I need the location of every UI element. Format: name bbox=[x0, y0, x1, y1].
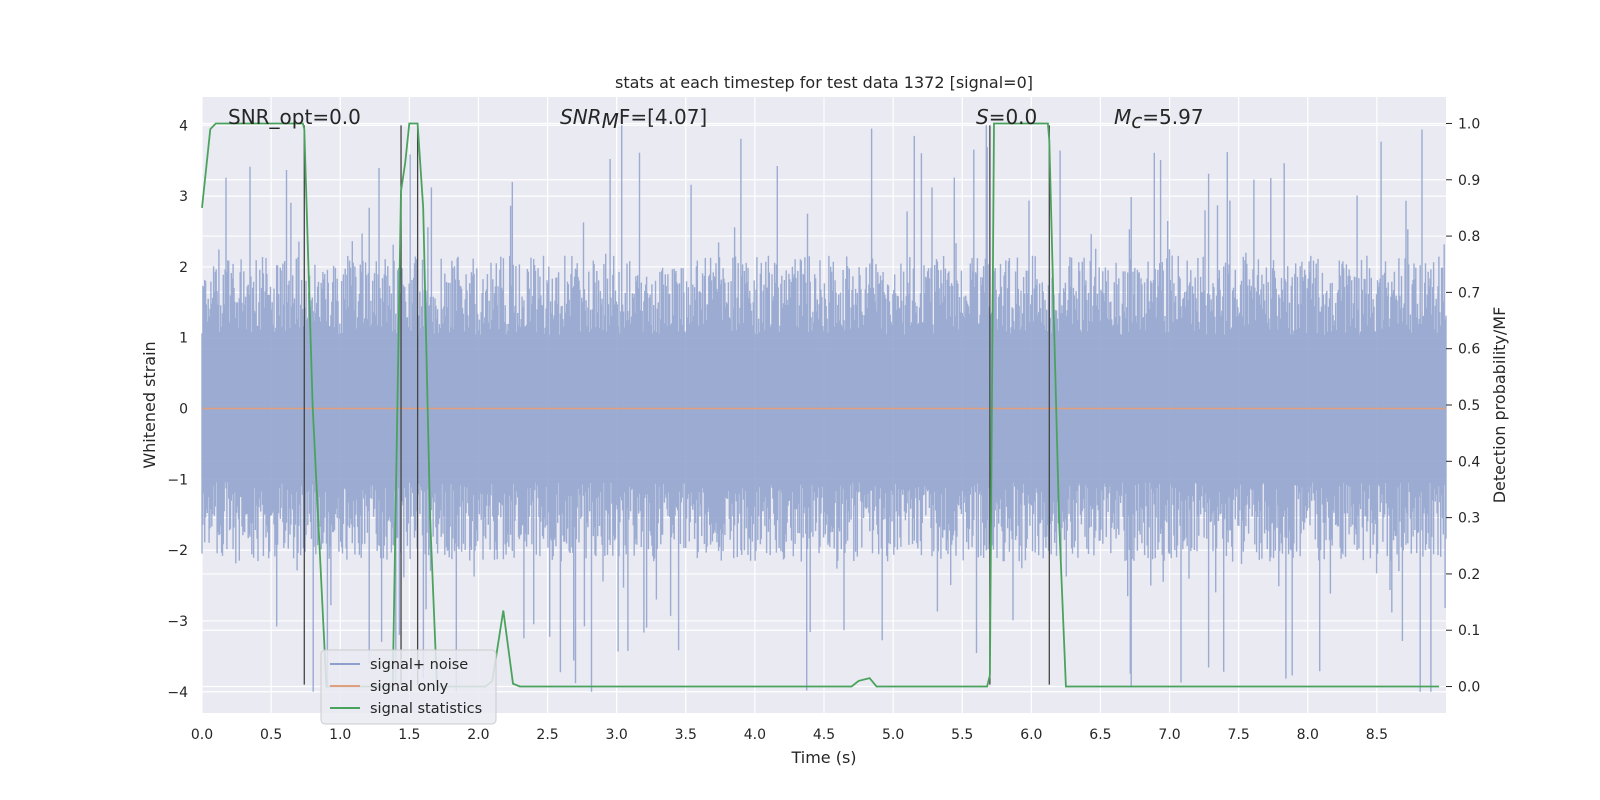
legend: signal+ noise signal only signal statist… bbox=[320, 649, 497, 725]
y-tick-label-right: 0.0 bbox=[1458, 680, 1480, 696]
y-tick-label-right: 0.2 bbox=[1458, 567, 1480, 583]
chart-title: stats at each timestep for test data 137… bbox=[615, 73, 1033, 92]
x-tick-label: 4.5 bbox=[813, 727, 835, 743]
x-tick-label: 4.0 bbox=[744, 727, 766, 743]
x-tick-label: 8.5 bbox=[1366, 727, 1388, 743]
signal-noise-trace bbox=[201, 125, 1447, 692]
legend-label-signal-noise: signal+ noise bbox=[370, 657, 468, 673]
x-tick-label: 5.5 bbox=[951, 727, 973, 743]
y-tick-label-left: −2 bbox=[167, 543, 188, 559]
x-tick-label: 0.0 bbox=[191, 727, 213, 743]
y-tick-label-right: 0.6 bbox=[1458, 342, 1480, 358]
x-tick-label: 3.0 bbox=[606, 727, 628, 743]
y-tick-label-right: 0.4 bbox=[1458, 454, 1480, 470]
series-signal-noise bbox=[201, 125, 1447, 692]
legend-label-signal-only: signal only bbox=[370, 679, 449, 695]
y-tick-label-right: 0.7 bbox=[1458, 285, 1480, 301]
x-tick-label: 0.5 bbox=[260, 727, 282, 743]
x-tick-label: 2.0 bbox=[467, 727, 489, 743]
y-axis-label-right: Detection probability/MF bbox=[1490, 307, 1509, 504]
y-tick-label-right: 0.8 bbox=[1458, 229, 1480, 245]
y-tick-label-left: 1 bbox=[179, 331, 188, 347]
y-tick-label-right: 1.0 bbox=[1458, 116, 1480, 132]
x-tick-label: 1.0 bbox=[329, 727, 351, 743]
x-tick-label: 3.5 bbox=[675, 727, 697, 743]
x-tick-label: 5.0 bbox=[882, 727, 904, 743]
legend-box bbox=[320, 649, 497, 725]
y-tick-label-left: 4 bbox=[179, 118, 188, 134]
y-tick-label-left: 3 bbox=[179, 189, 188, 205]
x-tick-label: 2.5 bbox=[536, 727, 558, 743]
x-tick-label: 1.5 bbox=[398, 727, 420, 743]
x-tick-label: 6.0 bbox=[1020, 727, 1042, 743]
annotation-s: S=0.0 bbox=[976, 105, 1037, 129]
y-tick-label-left: −3 bbox=[167, 614, 188, 630]
annotation-snr-opt: SNR_opt=0.0 bbox=[228, 105, 361, 129]
annotation-snr-mf: SNRMF=[4.07] bbox=[560, 105, 707, 133]
y-tick-label-right: 0.5 bbox=[1458, 398, 1480, 414]
signal-statistics-line bbox=[201, 122, 1440, 688]
y-axis-label-left: Whitened strain bbox=[140, 341, 159, 468]
series-signal-statistics bbox=[201, 122, 1440, 688]
x-tick-label: 7.5 bbox=[1228, 727, 1250, 743]
y-tick-label-right: 0.9 bbox=[1458, 173, 1480, 189]
legend-label-signal-statistics: signal statistics bbox=[370, 701, 482, 717]
y-tick-label-right: 0.1 bbox=[1458, 623, 1480, 639]
x-tick-label: 7.0 bbox=[1158, 727, 1180, 743]
x-axis-label: Time (s) bbox=[790, 748, 856, 767]
y-tick-label-left: 2 bbox=[179, 260, 188, 276]
y-tick-label-left: 0 bbox=[179, 402, 188, 418]
x-tick-label: 8.0 bbox=[1297, 727, 1319, 743]
y-tick-label-left: −1 bbox=[167, 472, 188, 488]
annotation-mc: Mc=5.97 bbox=[1114, 105, 1204, 133]
y-tick-label-right: 0.3 bbox=[1458, 511, 1480, 527]
x-tick-label: 6.5 bbox=[1089, 727, 1111, 743]
y-tick-label-left: −4 bbox=[167, 685, 188, 701]
axis-ticks: 0.0 0.5 1.0 1.5 2.0 2.5 3.0 3.5 4.0 4.5 5.0 5.5 6.0 6… bbox=[167, 116, 1480, 743]
